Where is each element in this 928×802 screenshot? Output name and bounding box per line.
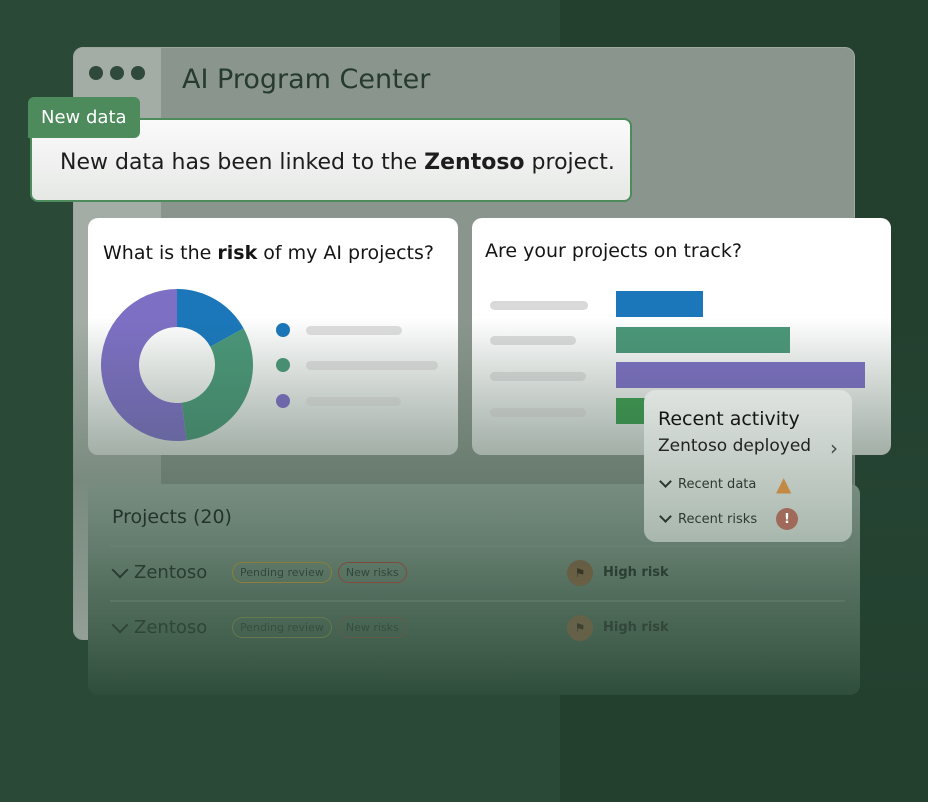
chevron-down-icon[interactable] xyxy=(111,561,129,578)
window-dot[interactable] xyxy=(110,66,124,80)
warning-icon: ▲ xyxy=(776,472,792,496)
bar-label-placeholder xyxy=(490,372,586,381)
donut-slice xyxy=(177,289,244,347)
window-controls[interactable] xyxy=(89,66,145,80)
window-dot[interactable] xyxy=(89,66,103,80)
new-risks-badge: New risks xyxy=(337,617,407,638)
alert-icon: ! xyxy=(776,508,798,530)
recent-risks-row[interactable]: Recent risks! xyxy=(658,508,838,530)
app-title: AI Program Center xyxy=(182,64,431,95)
new-data-tag: New data xyxy=(28,97,140,138)
flag-icon: ⚑ xyxy=(567,559,593,586)
project-row[interactable]: Zentoso Pending review New risks ⚑ High r… xyxy=(110,614,850,641)
donut-slice xyxy=(181,328,253,441)
divider xyxy=(110,600,845,602)
legend-item xyxy=(276,323,402,337)
projects-title: Projects (20) xyxy=(112,506,232,528)
bar-label-placeholder xyxy=(490,301,588,310)
risk-status: ⚑ High risk xyxy=(567,559,669,586)
progress-bar xyxy=(616,326,791,353)
activity-item[interactable]: Zentoso deployed › xyxy=(658,436,838,460)
bar-label-placeholder xyxy=(490,336,576,345)
risk-donut-chart xyxy=(101,289,253,441)
chevron-down-icon[interactable] xyxy=(111,616,129,633)
flag-icon: ⚑ xyxy=(567,614,593,641)
track-card-title: Are your projects on track? xyxy=(485,240,742,262)
recent-activity-title: Recent activity xyxy=(658,408,800,430)
risk-card: What is the risk of my AI projects? xyxy=(88,218,458,455)
progress-bar xyxy=(616,291,704,317)
divider xyxy=(110,545,845,547)
legend-item xyxy=(276,358,438,372)
pending-review-badge: Pending review xyxy=(232,617,332,638)
recent-activity-card: Recent activity Zentoso deployed › Recent… xyxy=(644,390,852,542)
risk-status: ⚑ High risk xyxy=(567,614,669,641)
chevron-right-icon[interactable]: › xyxy=(830,436,838,460)
window-dot[interactable] xyxy=(131,66,145,80)
project-row[interactable]: Zentoso Pending review New risks ⚑ High r… xyxy=(110,559,850,586)
recent-data-row[interactable]: Recent data ▲ xyxy=(658,472,838,496)
bar-label-placeholder xyxy=(490,408,586,417)
pending-review-badge: Pending review xyxy=(232,562,332,583)
progress-bar xyxy=(616,362,865,388)
donut-slice xyxy=(101,289,187,441)
project-name[interactable]: Zentoso xyxy=(134,617,208,638)
legend-item xyxy=(276,394,401,408)
new-risks-badge: New risks xyxy=(337,562,407,583)
risk-card-title: What is the risk of my AI projects? xyxy=(103,242,434,264)
project-name[interactable]: Zentoso xyxy=(134,562,208,583)
